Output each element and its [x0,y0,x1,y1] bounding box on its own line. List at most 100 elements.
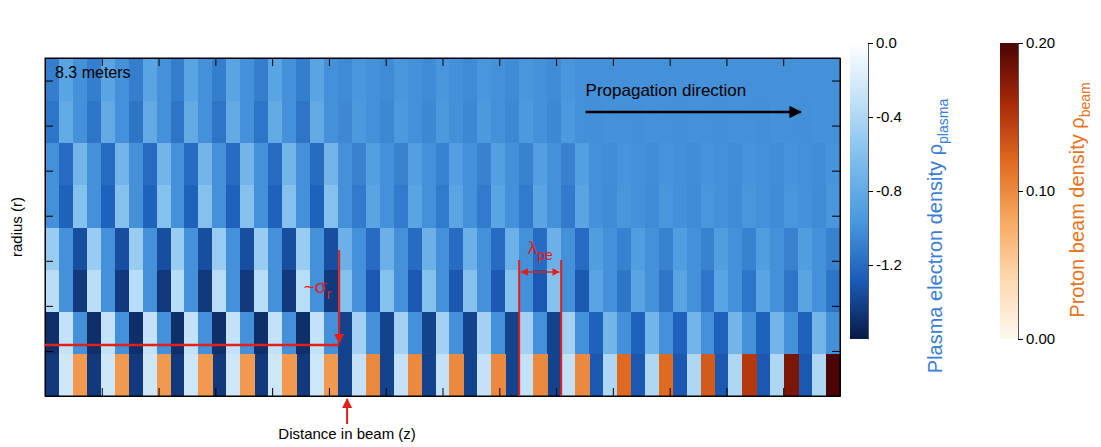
tick-mark [45,126,53,127]
plasma-cell [129,58,144,101]
beam-cell [798,354,813,396]
plasma-cell [87,312,102,355]
plasma-cell [184,185,199,228]
plasma-cell [547,185,562,228]
plasma-cell [59,185,74,228]
annotation: Propagation direction [586,81,747,100]
plasma-cell [603,100,618,143]
tick [102,388,103,396]
plasma-cell [631,269,646,312]
plasma-cell [784,269,799,312]
plasma-cell [282,269,297,312]
plasma-cell [770,100,785,143]
plasma-cell [519,312,534,355]
plasma-cell [659,185,674,228]
plasma-cell [561,143,576,186]
plasma-cell [714,269,729,312]
tick-mark [45,216,53,217]
plasma-cell [45,100,60,143]
plasma-cell [352,269,367,312]
beam-cell [533,354,548,396]
plasma-cell [408,354,423,396]
x-axis-top [46,58,841,66]
plasma-cell [728,100,743,143]
beam-cell [73,354,88,396]
beam-cell [617,354,632,396]
tick-mark [868,265,873,266]
beam-cell [282,354,297,396]
plasma-cell [617,269,632,312]
plasma-cell [673,312,688,355]
tick-label: -0.8 [876,182,902,199]
beam-cell [226,354,241,396]
beam-cell [659,354,674,396]
plasma-cell [198,354,213,396]
tick-mark [45,81,53,82]
plasma-cell [784,227,799,270]
plasma-cell [742,312,757,355]
beam-colorbar-title: Proton beam density ρbeam [1066,82,1093,317]
plasma-cell [561,354,576,396]
tick-mark [832,81,840,82]
tick [832,351,840,352]
plasma-cell [659,227,674,270]
beam-cell [101,354,116,396]
plasma-cell [282,100,297,143]
plasma-cell [603,227,618,270]
plasma-cell [812,269,827,312]
tick [45,351,53,352]
plasma-cell [770,312,785,355]
plasma-cell [701,185,716,228]
plasma-cell [101,143,116,186]
plasma-cell [631,143,646,186]
plasma-cell [659,354,674,396]
beam-cell [129,354,144,396]
beam-cell [45,354,60,396]
sigma-label: ~σr [304,276,332,302]
plasma-cell [268,185,283,228]
plasma-cell [268,269,283,312]
plasma-cell [617,312,632,355]
tick [329,58,330,66]
plasma-cell [631,227,646,270]
tick [783,388,784,396]
plasma-cell [171,227,186,270]
tick-mark [272,58,273,66]
plasma-cell [73,227,88,270]
plasma-cell [687,312,702,355]
plasma-cell [129,100,144,143]
tick [783,58,784,66]
tick [670,388,671,396]
lambda-label-main: λ [528,237,538,258]
beam-cell [812,354,827,396]
plasma-cell [659,143,674,186]
plasma-cell [687,227,702,270]
tick [45,261,53,262]
beam-cell [436,354,451,396]
plasma-cell [226,100,241,143]
plasma-cell [561,185,576,228]
plasma-cell [505,100,520,143]
tick-mark [670,58,671,66]
plasma-cell [171,354,186,396]
plasma-cell [701,354,716,396]
plasma-cell [617,185,632,228]
plasma-cell [463,354,478,396]
plasma-cell [338,185,353,228]
plasma-cell [380,143,395,186]
plasma-cell [575,312,590,355]
tick-mark [45,396,53,397]
plasma-cell [45,354,60,396]
beam-cell [171,354,186,396]
tick [45,396,53,397]
plasma-colorbar-axis: 0.0-0.4-0.8-1.2 [868,34,902,339]
plasma-cell [603,269,618,312]
tick [45,81,53,82]
tick-mark [556,388,557,396]
plasma-cell [226,269,241,312]
plasma-cell [477,58,492,101]
plasma-cell [212,185,227,228]
plasma-cell [282,312,297,355]
plasma-cell [394,100,409,143]
plasma-cell [296,185,311,228]
